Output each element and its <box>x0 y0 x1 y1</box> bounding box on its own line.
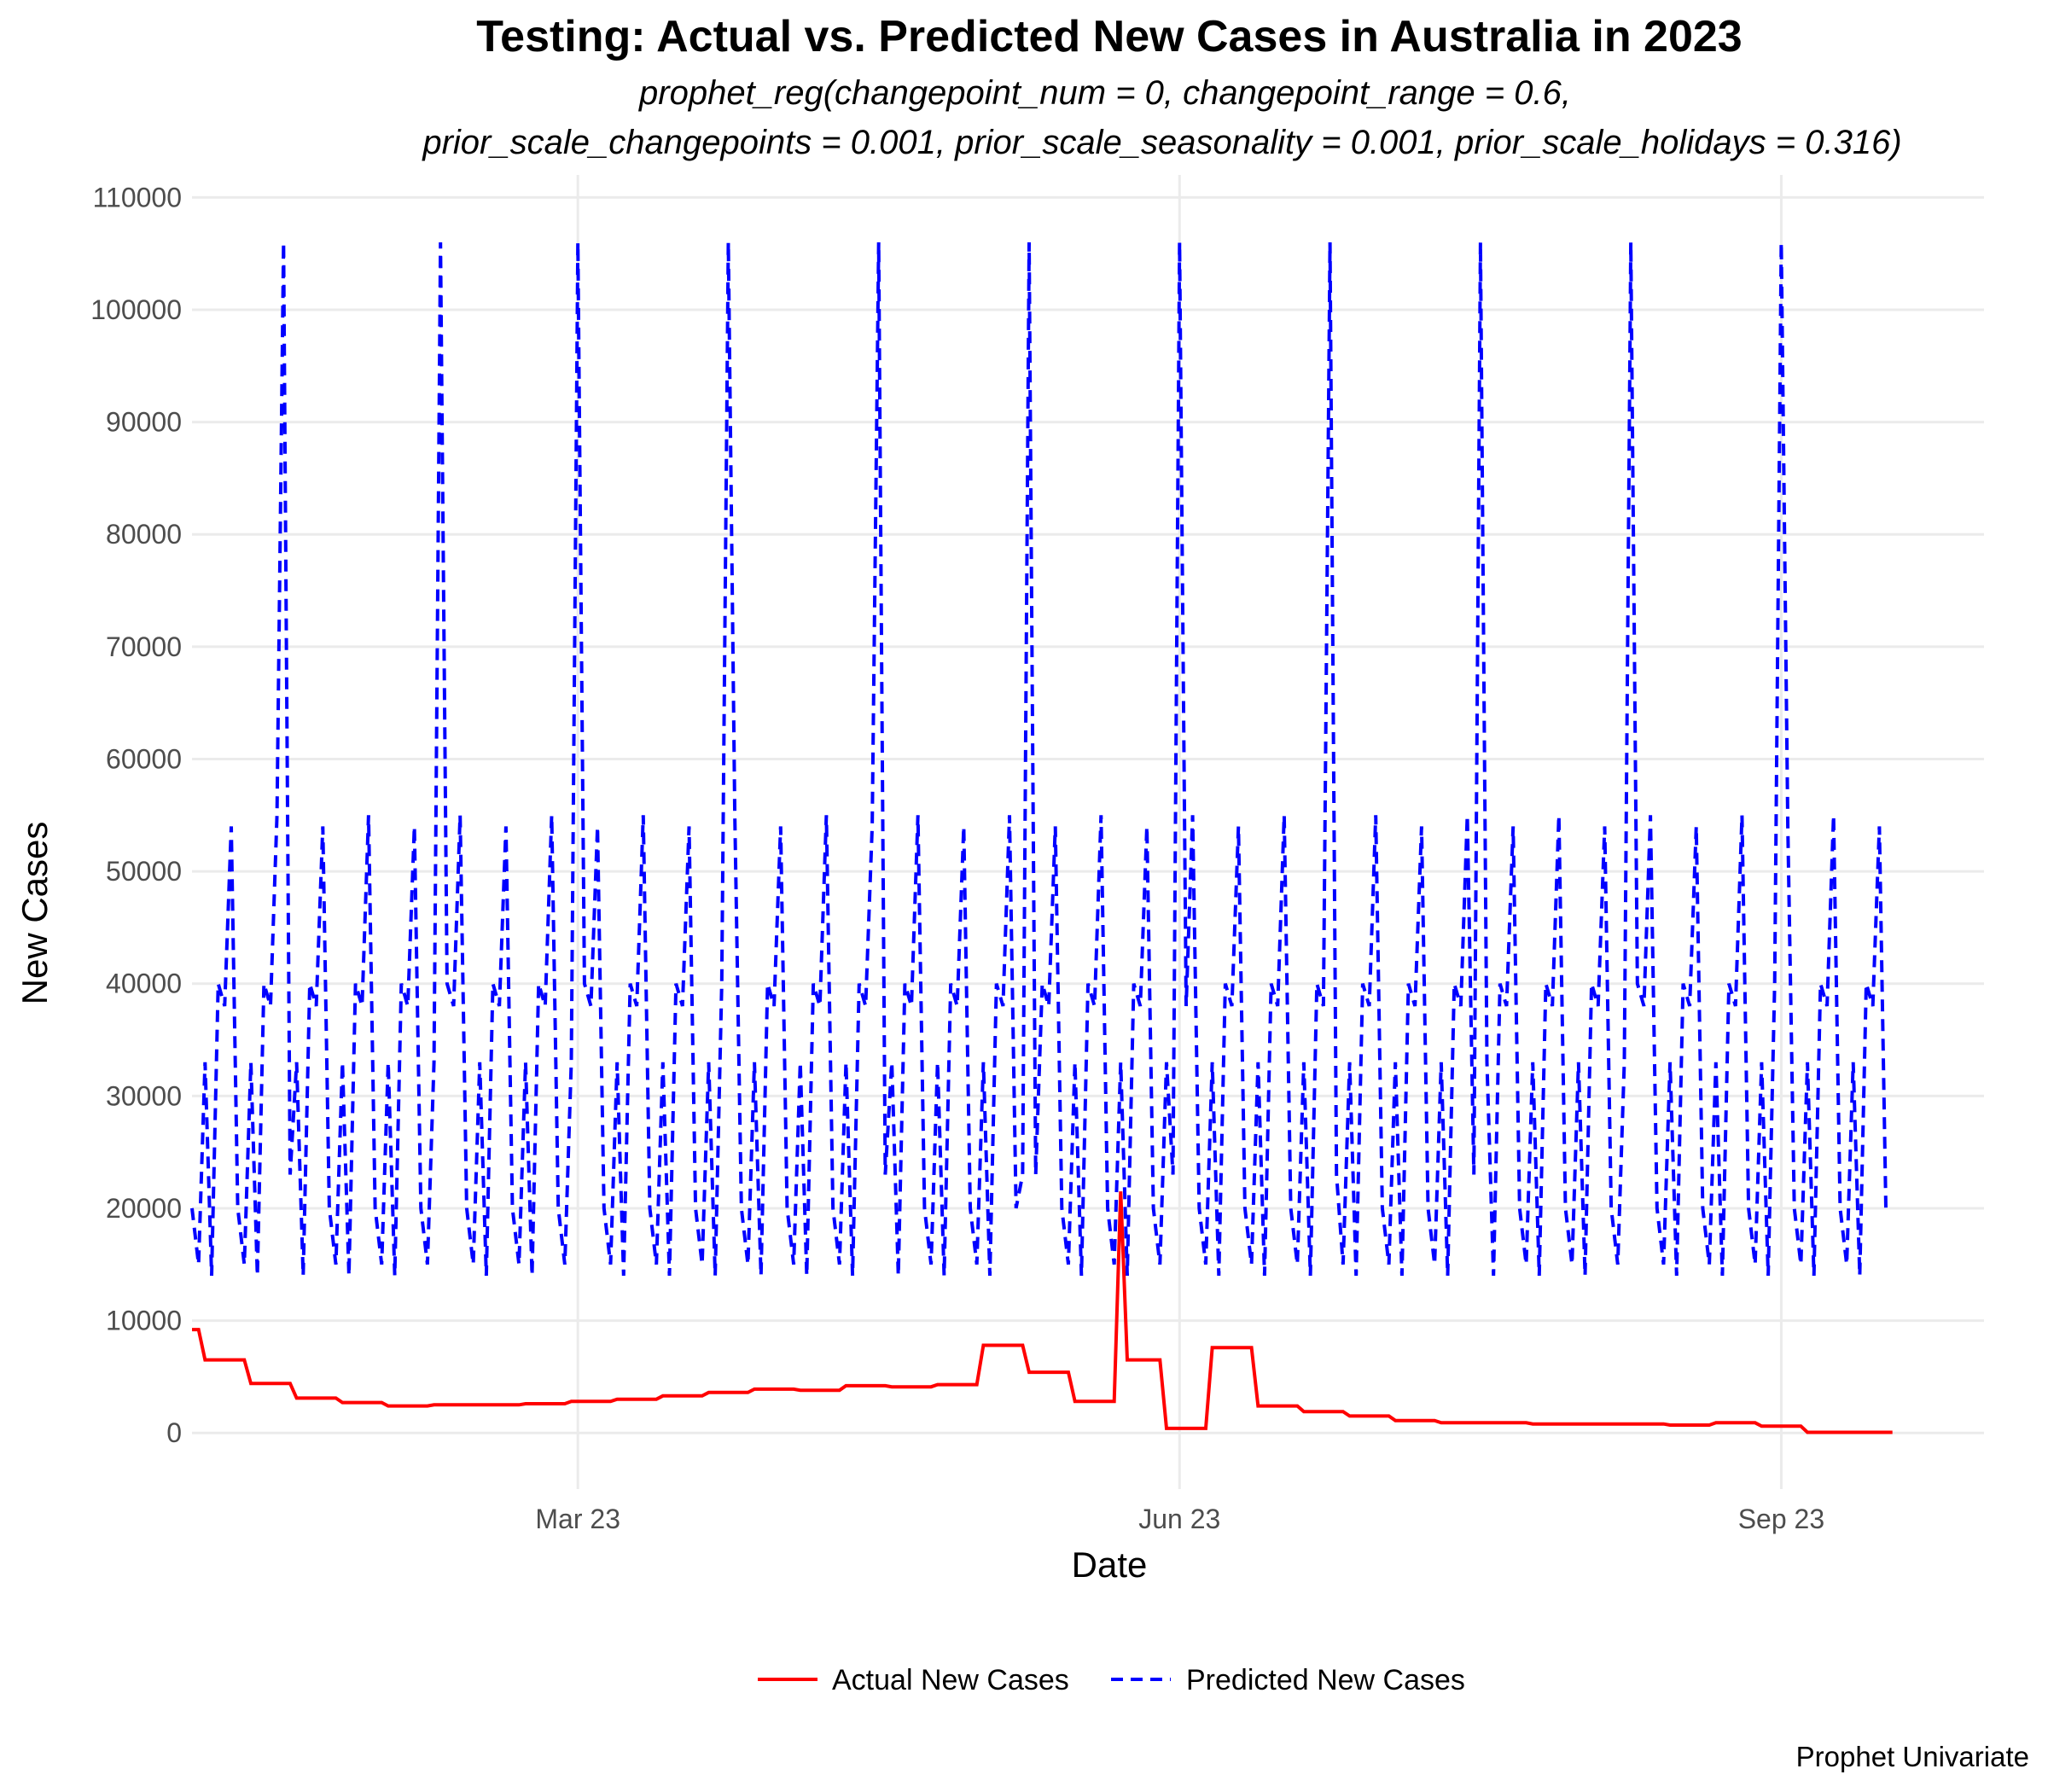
y-tick-label: 0 <box>166 1417 182 1448</box>
x-axis-title: Date <box>1072 1545 1148 1585</box>
legend-label-predicted: Predicted New Cases <box>1186 1664 1465 1696</box>
chart-subtitle-line-2: prior_scale_changepoints = 0.001, prior_… <box>422 124 1901 161</box>
y-axis-title: New Cases <box>15 822 55 1005</box>
y-tick-label: 90000 <box>106 407 182 438</box>
y-axis-ticks: 0 10000 20000 30000 40000 50000 60000 70000 8000… <box>90 182 182 1448</box>
y-tick-label: 30000 <box>106 1080 182 1111</box>
series-line-actual <box>192 1191 1893 1434</box>
y-tick-label: 80000 <box>106 519 182 550</box>
y-tick-label: 70000 <box>106 631 182 662</box>
x-tick-label: Sep 23 <box>1738 1504 1824 1534</box>
x-tick-label: Jun 23 <box>1138 1504 1220 1534</box>
y-tick-label: 110000 <box>93 182 182 212</box>
y-tick-label: 20000 <box>106 1193 182 1224</box>
series-line-predicted <box>190 241 1893 1276</box>
y-tick-label: 10000 <box>106 1306 182 1336</box>
chart-subtitle-line-1: prophet_reg(changepoint_num = 0, changep… <box>638 74 1571 112</box>
x-axis-ticks: Mar 23 Jun 23 Sep 23 <box>535 1504 1824 1534</box>
caption: Prophet Univariate <box>1796 1741 2029 1772</box>
chart-title: Testing: Actual vs. Predicted New Cases … <box>476 12 1742 61</box>
x-tick-label: Mar 23 <box>535 1504 620 1534</box>
series-layer <box>190 241 1893 1434</box>
legend: Actual New Cases Predicted New Cases <box>758 1664 1465 1696</box>
legend-label-actual: Actual New Cases <box>832 1664 1069 1696</box>
y-tick-label: 50000 <box>106 856 182 887</box>
y-tick-label: 40000 <box>106 969 182 999</box>
y-tick-label: 60000 <box>106 743 182 774</box>
y-tick-label: 100000 <box>90 294 182 325</box>
